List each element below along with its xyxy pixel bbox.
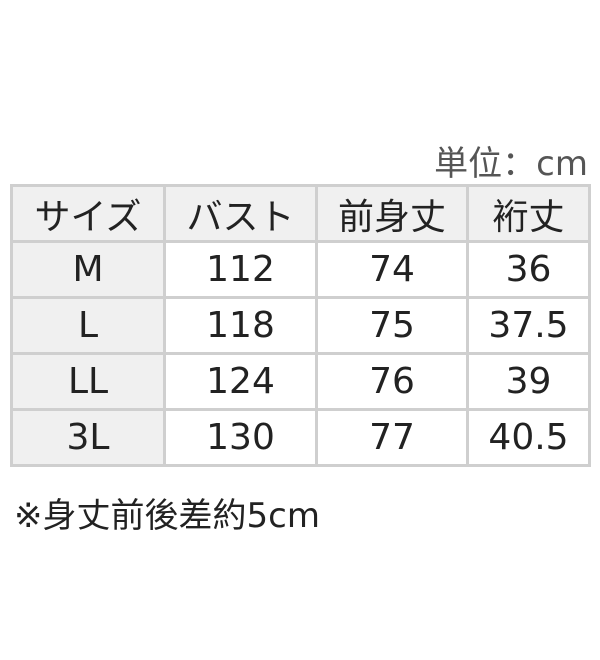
cell-length: 76	[315, 352, 469, 411]
table-row: LL 124 76 39	[10, 352, 591, 411]
header-sleeve: 裄丈	[466, 184, 591, 243]
footnote: ※身丈前後差約5cm	[14, 496, 320, 536]
cell-length: 75	[315, 296, 469, 355]
cell-size: 3L	[10, 408, 166, 467]
unit-label: 単位：cm	[434, 144, 588, 184]
header-length: 前身丈	[315, 184, 469, 243]
cell-sleeve: 40.5	[466, 408, 591, 467]
cell-bust: 112	[163, 240, 318, 299]
cell-size: M	[10, 240, 166, 299]
cell-sleeve: 39	[466, 352, 591, 411]
cell-sleeve: 36	[466, 240, 591, 299]
cell-size: L	[10, 296, 166, 355]
cell-bust: 130	[163, 408, 318, 467]
cell-length: 74	[315, 240, 469, 299]
table-header-row: サイズ バスト 前身丈 裄丈	[10, 184, 591, 243]
cell-bust: 118	[163, 296, 318, 355]
cell-length: 77	[315, 408, 469, 467]
header-bust: バスト	[163, 184, 318, 243]
header-size: サイズ	[10, 184, 166, 243]
table-row: 3L 130 77 40.5	[10, 408, 591, 467]
size-table: サイズ バスト 前身丈 裄丈 M 112 74 36 L 118 75 37.5…	[10, 184, 591, 467]
cell-bust: 124	[163, 352, 318, 411]
cell-sleeve: 37.5	[466, 296, 591, 355]
cell-size: LL	[10, 352, 166, 411]
table-row: L 118 75 37.5	[10, 296, 591, 355]
table-row: M 112 74 36	[10, 240, 591, 299]
